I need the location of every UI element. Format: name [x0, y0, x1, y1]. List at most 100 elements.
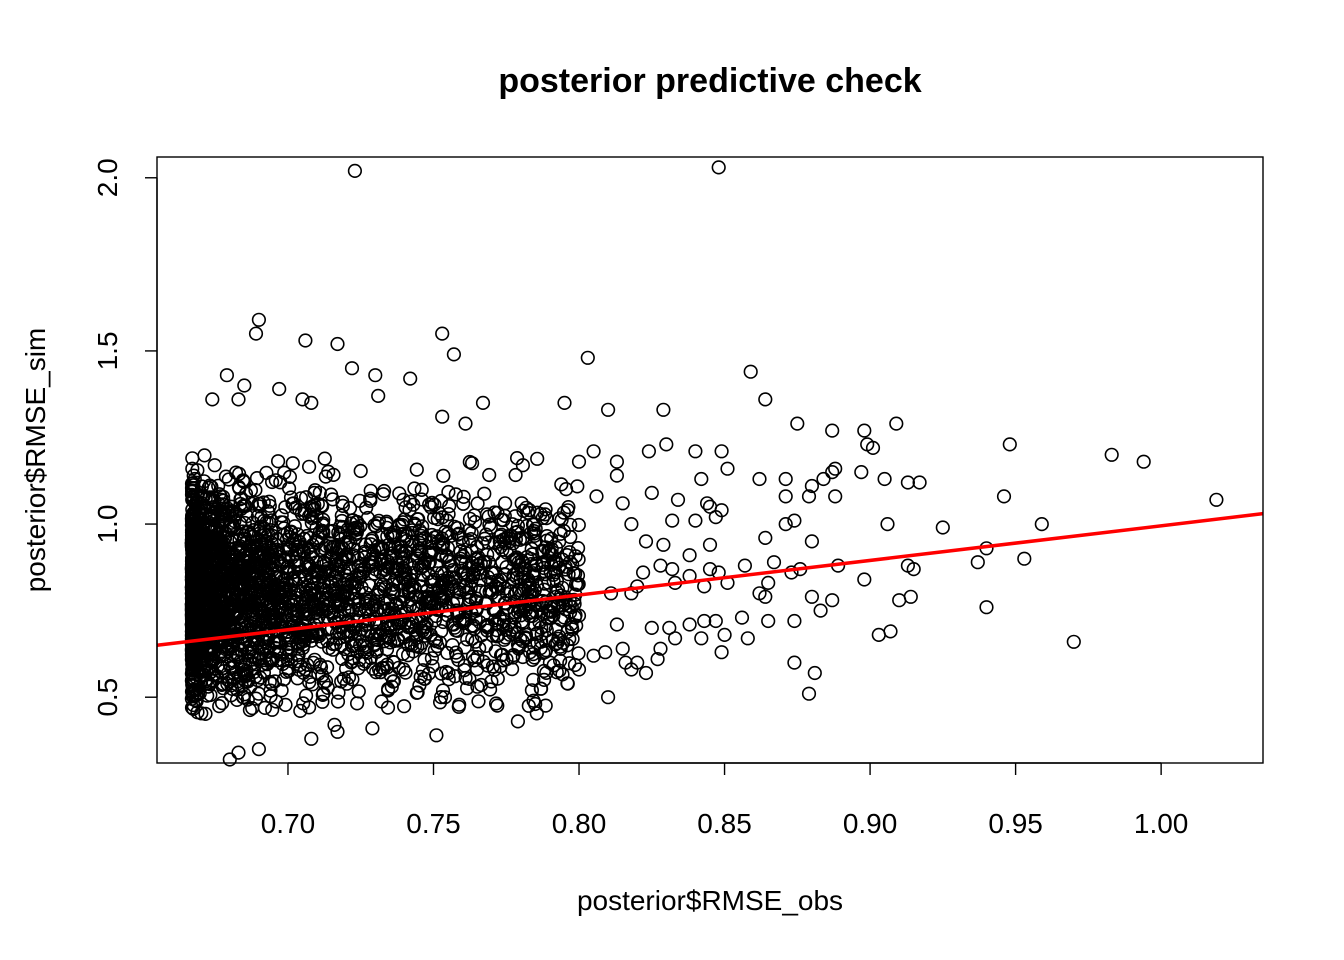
data-point [557, 395, 572, 411]
data-point [237, 378, 252, 393]
data-point [758, 589, 773, 604]
data-point [702, 537, 718, 552]
data-point [912, 475, 927, 490]
data-point [569, 618, 584, 633]
data-point [472, 614, 487, 630]
data-point [460, 681, 475, 696]
data-point [600, 690, 616, 705]
data-point [304, 731, 319, 746]
data-point [441, 672, 456, 687]
data-point [507, 509, 523, 524]
data-point [507, 605, 523, 620]
data-point [207, 644, 222, 659]
data-point [386, 654, 401, 670]
data-point [871, 627, 886, 643]
data-point [198, 559, 213, 574]
data-point [193, 644, 208, 660]
data-point [225, 579, 240, 594]
data-point [297, 633, 312, 649]
data-point [296, 696, 311, 711]
data-point [206, 653, 221, 668]
data-point [187, 557, 202, 572]
data-point [291, 558, 306, 573]
data-point [828, 461, 843, 476]
data-point [714, 645, 729, 660]
data-point [451, 526, 466, 541]
data-point [403, 371, 418, 386]
data-point [194, 543, 209, 559]
data-point [416, 567, 431, 583]
data-point [285, 456, 300, 471]
data-point [483, 682, 498, 697]
data-point [635, 565, 651, 580]
data-point [292, 662, 307, 677]
data-point [456, 496, 471, 511]
data-point [720, 461, 735, 476]
data-point [272, 546, 287, 562]
data-point [801, 489, 817, 504]
x-tick-label: 1.00 [1134, 808, 1189, 839]
data-point [1209, 492, 1224, 507]
data-points [184, 160, 1224, 767]
data-point [315, 581, 330, 596]
data-point [418, 619, 433, 634]
data-point [480, 623, 495, 638]
data-point [197, 448, 212, 463]
data-point [268, 570, 283, 585]
data-point [471, 694, 486, 709]
data-point [413, 669, 428, 685]
data-point [339, 596, 354, 611]
data-point [697, 613, 712, 629]
data-point [479, 618, 494, 634]
data-point [506, 571, 521, 586]
data-point [460, 632, 475, 647]
y-tick-label: 1.0 [92, 505, 123, 544]
data-point [279, 532, 294, 547]
data-point [580, 350, 595, 365]
data-point [406, 644, 421, 659]
data-point [586, 444, 601, 459]
data-point [816, 471, 831, 487]
data-point [371, 388, 386, 404]
data-point [441, 665, 456, 681]
data-point [440, 526, 456, 541]
data-point [665, 561, 680, 577]
data-point [1104, 447, 1119, 462]
data-point [553, 526, 568, 541]
data-point [396, 646, 411, 662]
data-point [354, 622, 369, 637]
data-point [386, 530, 401, 545]
data-point [335, 519, 350, 535]
data-point [211, 478, 226, 493]
data-point [624, 662, 639, 677]
data-point [702, 499, 718, 514]
data-point [514, 553, 529, 568]
data-point [298, 606, 313, 621]
data-point [266, 651, 281, 666]
data-point [185, 451, 200, 466]
data-point [586, 648, 601, 663]
data-point [242, 702, 257, 718]
data-point [322, 524, 338, 539]
data-point [479, 527, 494, 542]
data-point [562, 598, 577, 613]
data-point [294, 631, 309, 646]
data-point [320, 660, 335, 675]
data-point [778, 516, 793, 532]
data-point [257, 527, 272, 543]
data-point [708, 613, 723, 629]
data-point [433, 695, 448, 710]
data-point [1017, 551, 1032, 566]
data-point [312, 485, 327, 500]
data-point [536, 582, 552, 597]
data-point [421, 544, 437, 560]
data-point [248, 559, 263, 574]
data-point [373, 577, 389, 592]
data-point [425, 658, 440, 674]
y-axis: 0.5 1.0 1.5 2.0 [92, 158, 158, 717]
data-point [694, 471, 709, 487]
chart-title: posterior predictive check [498, 62, 921, 100]
data-point [515, 649, 530, 665]
data-point [529, 706, 544, 721]
data-point [560, 676, 575, 691]
